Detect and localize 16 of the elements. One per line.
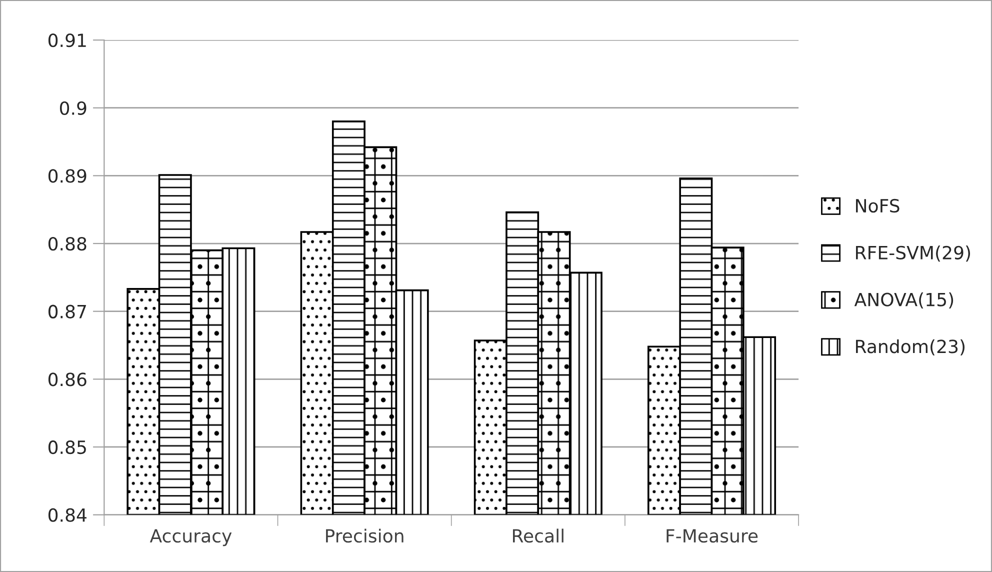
y-tick-label: 0.85 — [48, 440, 86, 454]
legend-label: Random(23) — [856, 339, 965, 356]
y-tick-label: 0.86 — [48, 372, 86, 386]
legend-label: ANOVA(15) — [854, 292, 954, 309]
y-tick-label: 0.84 — [48, 508, 86, 522]
x-tick-label: Precision — [326, 528, 404, 543]
x-tick-label: Recall — [513, 528, 564, 543]
legend-label: NoFS — [856, 198, 900, 213]
x-tick-label: F-Measure — [666, 529, 758, 543]
y-tick-label: 0.89 — [48, 169, 86, 183]
y-tick-label: 0.87 — [48, 304, 86, 318]
x-tick-label: Accuracy — [150, 529, 232, 546]
y-tick-label: 0.88 — [48, 236, 86, 251]
y-tick-label: 0.91 — [48, 34, 86, 48]
y-tick-label: 0.9 — [60, 101, 86, 115]
legend-label: RFE-SVM(29) — [856, 246, 970, 262]
